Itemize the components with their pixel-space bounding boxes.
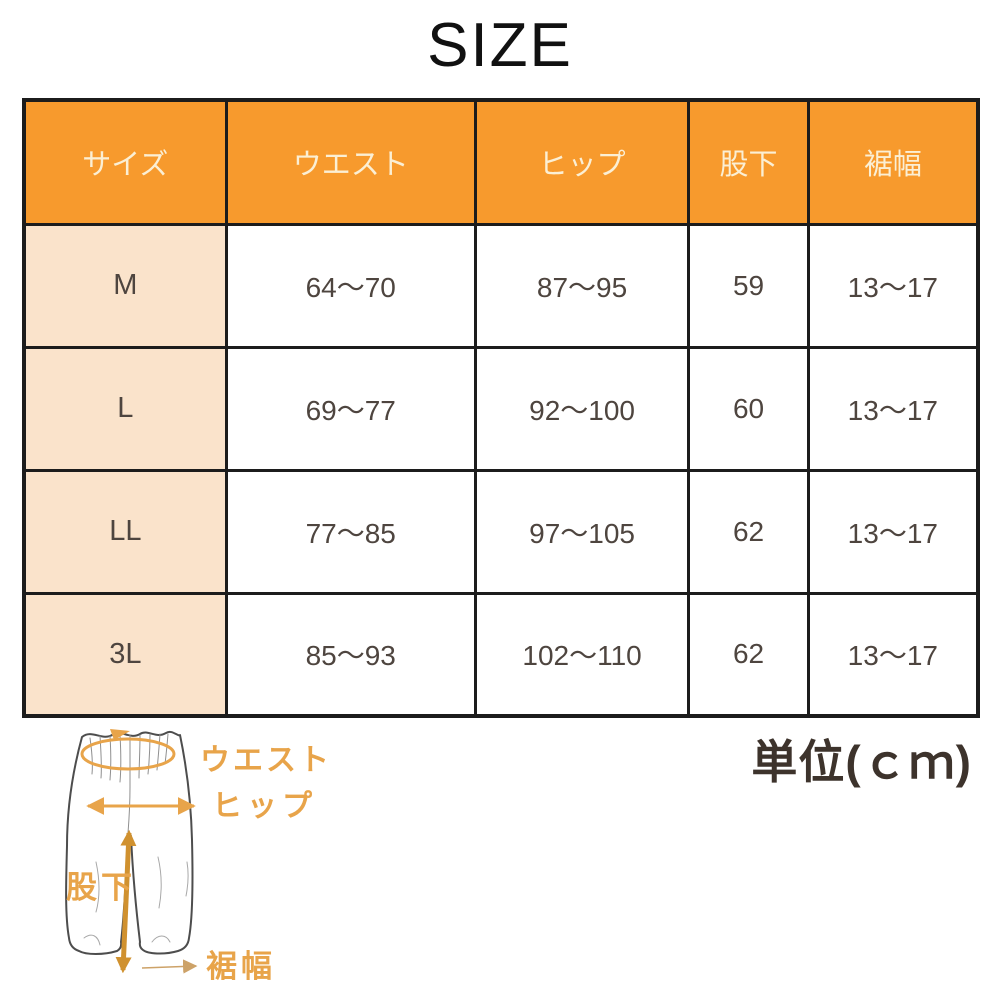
col-header-size: サイズ — [22, 98, 228, 226]
col-header-hip: ヒップ — [473, 98, 691, 226]
size-table-header: サイズ ウエスト ヒップ 股下 裾幅 — [22, 98, 980, 226]
waist-cell: 69〜77 — [224, 345, 477, 472]
hem-cell: 13〜17 — [806, 468, 980, 595]
pants-measurement-diagram: ウエスト ヒップ 股下 裾幅 — [65, 729, 332, 984]
inseam-cell: 59 — [687, 222, 810, 349]
waistband-gathers — [89, 733, 169, 788]
header-row: サイズ ウエスト ヒップ 股下 裾幅 — [22, 98, 980, 226]
waist-label: ウエスト — [200, 744, 332, 777]
hem-arrow-icon — [141, 959, 198, 974]
hip-cell: 92〜100 — [473, 345, 691, 472]
table-row-3l: 3L 85〜93 102〜110 62 13〜17 — [22, 591, 980, 718]
inseam-arrow-icon — [115, 829, 137, 974]
unit-note: 単位(ｃｍ) — [751, 736, 972, 788]
size-cell: M — [22, 222, 228, 349]
waist-cell: 77〜85 — [224, 468, 477, 595]
inseam-cell: 60 — [687, 345, 810, 472]
hip-label: ヒップ — [212, 790, 317, 823]
waist-arrow-icon — [110, 729, 130, 740]
size-table-body: M 64〜70 87〜95 59 13〜17 L 69〜77 92〜100 60… — [22, 222, 980, 718]
table-row-m: M 64〜70 87〜95 59 13〜17 — [22, 222, 980, 349]
inseam-cell: 62 — [687, 468, 810, 595]
table-row-ll: LL 77〜85 97〜105 62 13〜17 — [22, 468, 980, 595]
hip-cell: 97〜105 — [473, 468, 691, 595]
leg-fold-lines — [83, 856, 189, 946]
size-cell: LL — [22, 468, 228, 595]
hem-cell: 13〜17 — [806, 345, 980, 472]
size-cell: 3L — [22, 591, 228, 718]
hip-cell: 102〜110 — [473, 591, 691, 718]
col-header-hem: 裾幅 — [806, 98, 980, 226]
pants-outline — [65, 730, 194, 955]
waist-measure-ellipse — [80, 737, 176, 771]
size-table: サイズ ウエスト ヒップ 股下 裾幅 M 64〜70 87〜95 59 13〜1… — [22, 98, 980, 718]
hip-cell: 87〜95 — [473, 222, 691, 349]
size-cell: L — [22, 345, 228, 472]
hem-label: 裾幅 — [206, 949, 276, 984]
table-row-l: L 69〜77 92〜100 60 13〜17 — [22, 345, 980, 472]
page-title: SIZE — [427, 11, 573, 80]
inseam-cell: 62 — [687, 591, 810, 718]
hem-cell: 13〜17 — [806, 591, 980, 718]
hem-cell: 13〜17 — [806, 222, 980, 349]
waist-cell: 85〜93 — [224, 591, 477, 718]
waist-cell: 64〜70 — [224, 222, 477, 349]
col-header-inseam: 股下 — [687, 98, 810, 226]
inseam-label: 股下 — [66, 870, 136, 905]
col-header-waist: ウエスト — [224, 98, 477, 226]
